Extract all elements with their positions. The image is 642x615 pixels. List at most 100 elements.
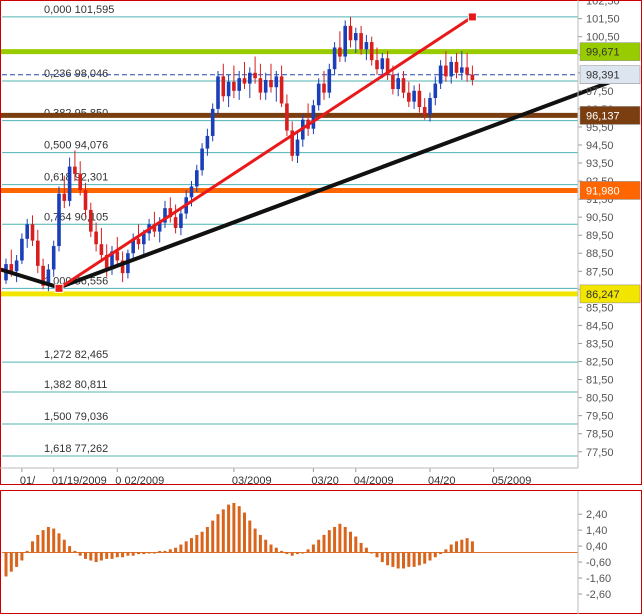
horizontal-levels xyxy=(0,49,578,297)
date-tick-label: 0 02/2009 xyxy=(115,475,164,487)
indicator-bar xyxy=(338,523,342,553)
indicator-bar xyxy=(142,552,146,555)
indicator-bar xyxy=(349,531,352,553)
indicator-bar xyxy=(301,552,305,554)
candle-body xyxy=(332,47,337,70)
indicator-bar xyxy=(243,512,246,553)
candle-body xyxy=(115,251,120,261)
indicator-bar xyxy=(46,526,50,553)
indicator-bar xyxy=(152,552,156,554)
candle-body xyxy=(460,67,464,73)
indicator-bar xyxy=(216,514,220,553)
indicator-bar xyxy=(375,552,379,558)
candle-body xyxy=(396,78,400,90)
candle-body xyxy=(327,69,332,93)
candle-body xyxy=(131,238,135,254)
date-tick-label: 01/19/2009 xyxy=(52,475,107,487)
indicator-bar xyxy=(190,538,193,553)
indicator-bar xyxy=(455,541,458,553)
price-markers[interactable]: 99,671 98,391 96,137 91,980 86,247 xyxy=(579,42,641,304)
fib-ratio: 0,236 xyxy=(44,68,72,80)
indicator-bar xyxy=(274,547,278,553)
price-tick-label: 100,50 xyxy=(586,32,620,44)
candle-body xyxy=(104,255,109,270)
indicator-bar xyxy=(121,552,125,558)
indicator-bar xyxy=(158,550,162,553)
candle-body xyxy=(110,251,114,270)
indicator-bar xyxy=(354,536,358,553)
candle-body xyxy=(465,67,469,75)
price-tick-label: 90,50 xyxy=(586,212,614,224)
indicator-tick-label: 2,40 xyxy=(586,509,607,521)
indicator-bar xyxy=(179,544,183,553)
fib-value: 79,036 xyxy=(75,411,109,423)
price-marker-badge xyxy=(579,284,641,304)
fib-value: 94,076 xyxy=(75,140,109,152)
indicator-bar xyxy=(444,549,448,553)
candle-body xyxy=(369,42,374,61)
price-tick-label: 82,50 xyxy=(586,357,614,369)
candle-body xyxy=(173,217,178,228)
candle-body xyxy=(470,74,475,80)
price-tick-label: 84,50 xyxy=(586,320,614,332)
price-tick-label: 85,50 xyxy=(586,302,614,314)
indicator-bar xyxy=(333,526,337,553)
indicator-bar xyxy=(94,552,98,563)
candle-body xyxy=(216,76,220,109)
candle-body xyxy=(168,208,173,218)
indicator-bar xyxy=(327,530,331,553)
candle-body xyxy=(385,58,390,75)
candle-body xyxy=(94,231,98,245)
candle-body xyxy=(359,33,363,50)
candle-body xyxy=(248,72,252,84)
fib-ratio: 0,618 xyxy=(44,172,72,184)
candle-body xyxy=(316,83,321,106)
price-tick-label: 102,50 xyxy=(586,0,620,8)
indicator-tick-label: 0,40 xyxy=(586,541,607,553)
candle-body xyxy=(120,260,125,274)
price-marker-badge xyxy=(579,181,641,200)
indicator-bar xyxy=(258,534,262,553)
price-tick-label: 101,50 xyxy=(586,14,620,26)
indicator-bar xyxy=(57,533,61,553)
price-marker-badge xyxy=(579,65,641,84)
fib-level-label: 0,500 94,076 xyxy=(44,140,108,152)
candle-body xyxy=(152,224,157,232)
indicator-bar xyxy=(460,539,464,553)
indicator-bar xyxy=(248,520,252,553)
price-tick-label: 95,50 xyxy=(586,122,614,134)
indicator-bar xyxy=(20,552,24,561)
candle-body xyxy=(36,240,40,266)
candle-body xyxy=(78,173,82,191)
fib-anchor-handle xyxy=(467,12,477,22)
candle-body xyxy=(157,222,162,232)
indicator-bar xyxy=(36,534,40,553)
indicator-bar xyxy=(227,504,231,553)
indicator-bar xyxy=(269,544,273,553)
candle-body xyxy=(41,265,45,286)
candle-body xyxy=(9,264,14,272)
candle-body xyxy=(412,90,416,102)
indicator-bar xyxy=(364,547,368,553)
indicator-tick-label: 1,40 xyxy=(586,525,607,537)
indicator-tick-label: -0,60 xyxy=(586,557,611,569)
price-tick-label: 78,50 xyxy=(586,429,614,441)
indicator-bar xyxy=(9,552,13,572)
fib-ratio: 1,382 xyxy=(44,379,72,391)
fib-ratio: 1,500 xyxy=(44,411,72,423)
indicator-bar xyxy=(343,526,347,553)
indicator-panel: 2,40 1,40 0,40 -0,60 -1,60 -2,60 xyxy=(2,502,611,601)
fib-ratio: 0,500 xyxy=(44,140,72,152)
price-marker-badge xyxy=(579,42,641,61)
candle-body xyxy=(62,193,67,201)
price-tick-label: 94,50 xyxy=(586,140,614,152)
price-tick-label: 80,50 xyxy=(586,393,614,405)
price-tick-label: 87,50 xyxy=(586,266,614,278)
candlesticks xyxy=(4,16,475,292)
candle-body xyxy=(428,98,432,115)
indicator-bar xyxy=(280,550,284,553)
candle-body xyxy=(30,224,35,241)
candle-body xyxy=(242,78,247,84)
indicator-bar xyxy=(417,552,421,566)
candle-body xyxy=(364,42,369,50)
